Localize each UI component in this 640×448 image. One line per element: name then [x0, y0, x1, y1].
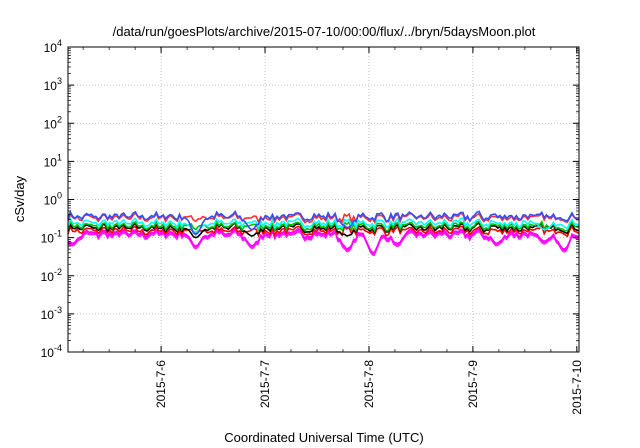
y-tick-label: 10-2 — [41, 267, 62, 284]
x-tick-label: 2015-7-6 — [154, 360, 168, 408]
y-tick-label: 10-1 — [41, 229, 62, 246]
series-band-0 — [68, 228, 579, 257]
grid-layer — [68, 47, 579, 352]
series-line-0 — [67, 227, 580, 254]
y-axis-label: cSv/day — [12, 175, 27, 222]
series-line-1 — [67, 224, 580, 239]
x-axis-label: Coordinated Universal Time (UTC) — [224, 430, 423, 445]
series-line-4 — [67, 216, 580, 233]
x-tick-label: 2015-7-9 — [466, 360, 480, 408]
y-tick-label: 104 — [44, 38, 62, 55]
tick-layer: 10-4 10-3 10-2 10-1 100 101 102 103 104 2015-7-6 2… — [41, 38, 584, 415]
series-line-6 — [67, 209, 580, 236]
y-tick-label: 102 — [44, 114, 62, 131]
y-tick-label: 100 — [44, 191, 62, 208]
x-tick-label: 2015-7-7 — [258, 360, 272, 408]
y-tick-label: 101 — [44, 152, 62, 169]
y-tick-label: 10-4 — [41, 343, 62, 360]
chart-title: /data/run/goesPlots/archive/2015-07-10/0… — [113, 24, 536, 39]
x-tick-label: 2015-7-8 — [362, 360, 376, 408]
series-line-5 — [67, 211, 580, 224]
x-tick-label: 2015-7-10 — [570, 360, 584, 415]
series-layer — [67, 209, 580, 257]
y-tick-label: 10-3 — [41, 305, 62, 322]
series-line-2 — [67, 221, 580, 239]
series-line-3 — [67, 219, 580, 233]
y-tick-label: 103 — [44, 76, 62, 93]
